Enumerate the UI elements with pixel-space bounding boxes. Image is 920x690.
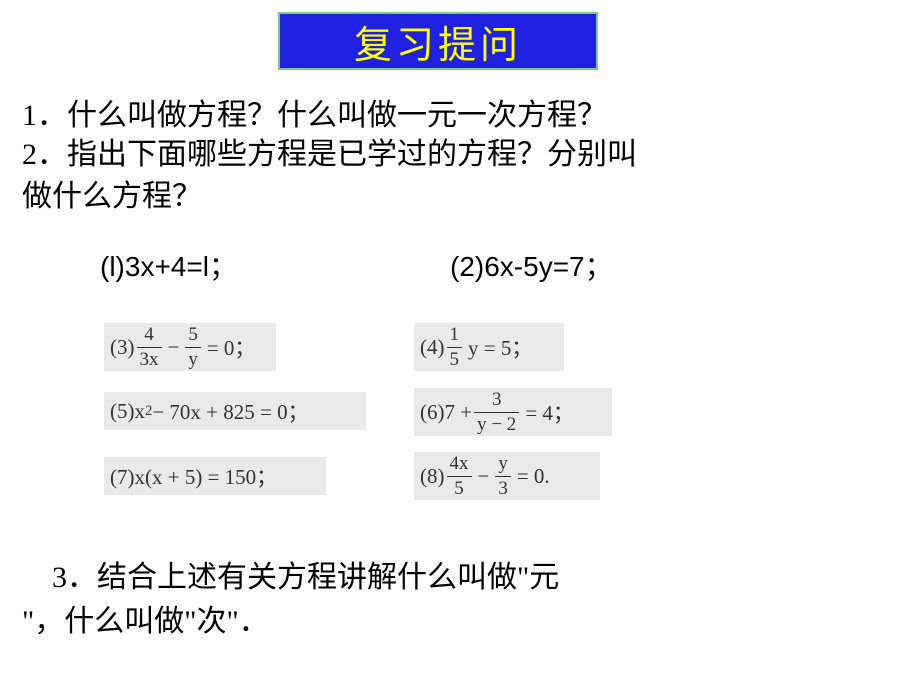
eq-2: (2)6x-5y=7； bbox=[450, 245, 613, 285]
eq-8: (8) 4x 5 − y 3 = 0. bbox=[414, 452, 600, 500]
q2-line1: 2．指出下面哪些方程是已学过的方程？分别叫 bbox=[22, 138, 637, 171]
equation-row-1-2: (l)3x+4=l； (2)6x-5y=7； bbox=[100, 245, 880, 285]
eq-6: (6)7 + 3 y − 2 = 4； bbox=[414, 388, 612, 436]
question-1: 1．什么叫做方程？什么叫做一元一次方程？ bbox=[22, 90, 607, 134]
eq5-text: (5)x bbox=[110, 399, 145, 424]
q3-line1: 3．结合上述有关方程讲解什么叫做"元 bbox=[22, 561, 559, 594]
eq4-tail: y = 5； bbox=[468, 332, 532, 362]
eq8-tail: = 0. bbox=[517, 464, 550, 489]
q3-line2: "，什么叫做"次"． bbox=[22, 605, 269, 638]
eq3-tail: = 0； bbox=[207, 332, 256, 362]
minus-op: − bbox=[478, 464, 490, 489]
eq8-frac2: y 3 bbox=[495, 453, 511, 500]
title-text: 复习提问 bbox=[354, 14, 522, 69]
eq8-label: (8) bbox=[420, 464, 445, 489]
question-2: 2．指出下面哪些方程是已学过的方程？分别叫 做什么方程？ bbox=[22, 134, 892, 218]
eq4-frac: 1 5 bbox=[447, 324, 463, 371]
eq7-text: (7)x(x + 5) = 150； bbox=[110, 461, 277, 491]
eq6-label: (6)7 + bbox=[420, 400, 472, 425]
eq3-frac1: 4 3x bbox=[137, 324, 162, 371]
title-banner: 复习提问 bbox=[278, 12, 598, 70]
eq8-frac1: 4x 5 bbox=[447, 453, 472, 500]
eq4-label: (4) bbox=[420, 335, 445, 360]
eq-7: (7)x(x + 5) = 150； bbox=[104, 457, 326, 495]
eq6-tail: = 4； bbox=[525, 397, 574, 427]
minus-op: − bbox=[168, 335, 180, 360]
eq6-frac: 3 y − 2 bbox=[474, 389, 519, 436]
eq3-frac2: 5 y bbox=[185, 324, 201, 371]
q2-line2: 做什么方程？ bbox=[22, 180, 202, 213]
eq-5: (5)x2 − 70x + 825 = 0； bbox=[104, 392, 366, 430]
eq5-text2: − 70x + 825 = 0； bbox=[152, 396, 308, 426]
question-3: 3．结合上述有关方程讲解什么叫做"元 "，什么叫做"次"． bbox=[22, 556, 892, 643]
eq-1: (l)3x+4=l； bbox=[100, 251, 237, 282]
eq-3: (3) 4 3x − 5 y = 0； bbox=[104, 323, 276, 371]
eq-4: (4) 1 5 y = 5； bbox=[414, 323, 564, 371]
eq3-label: (3) bbox=[110, 335, 135, 360]
eq5-sup: 2 bbox=[145, 403, 152, 420]
